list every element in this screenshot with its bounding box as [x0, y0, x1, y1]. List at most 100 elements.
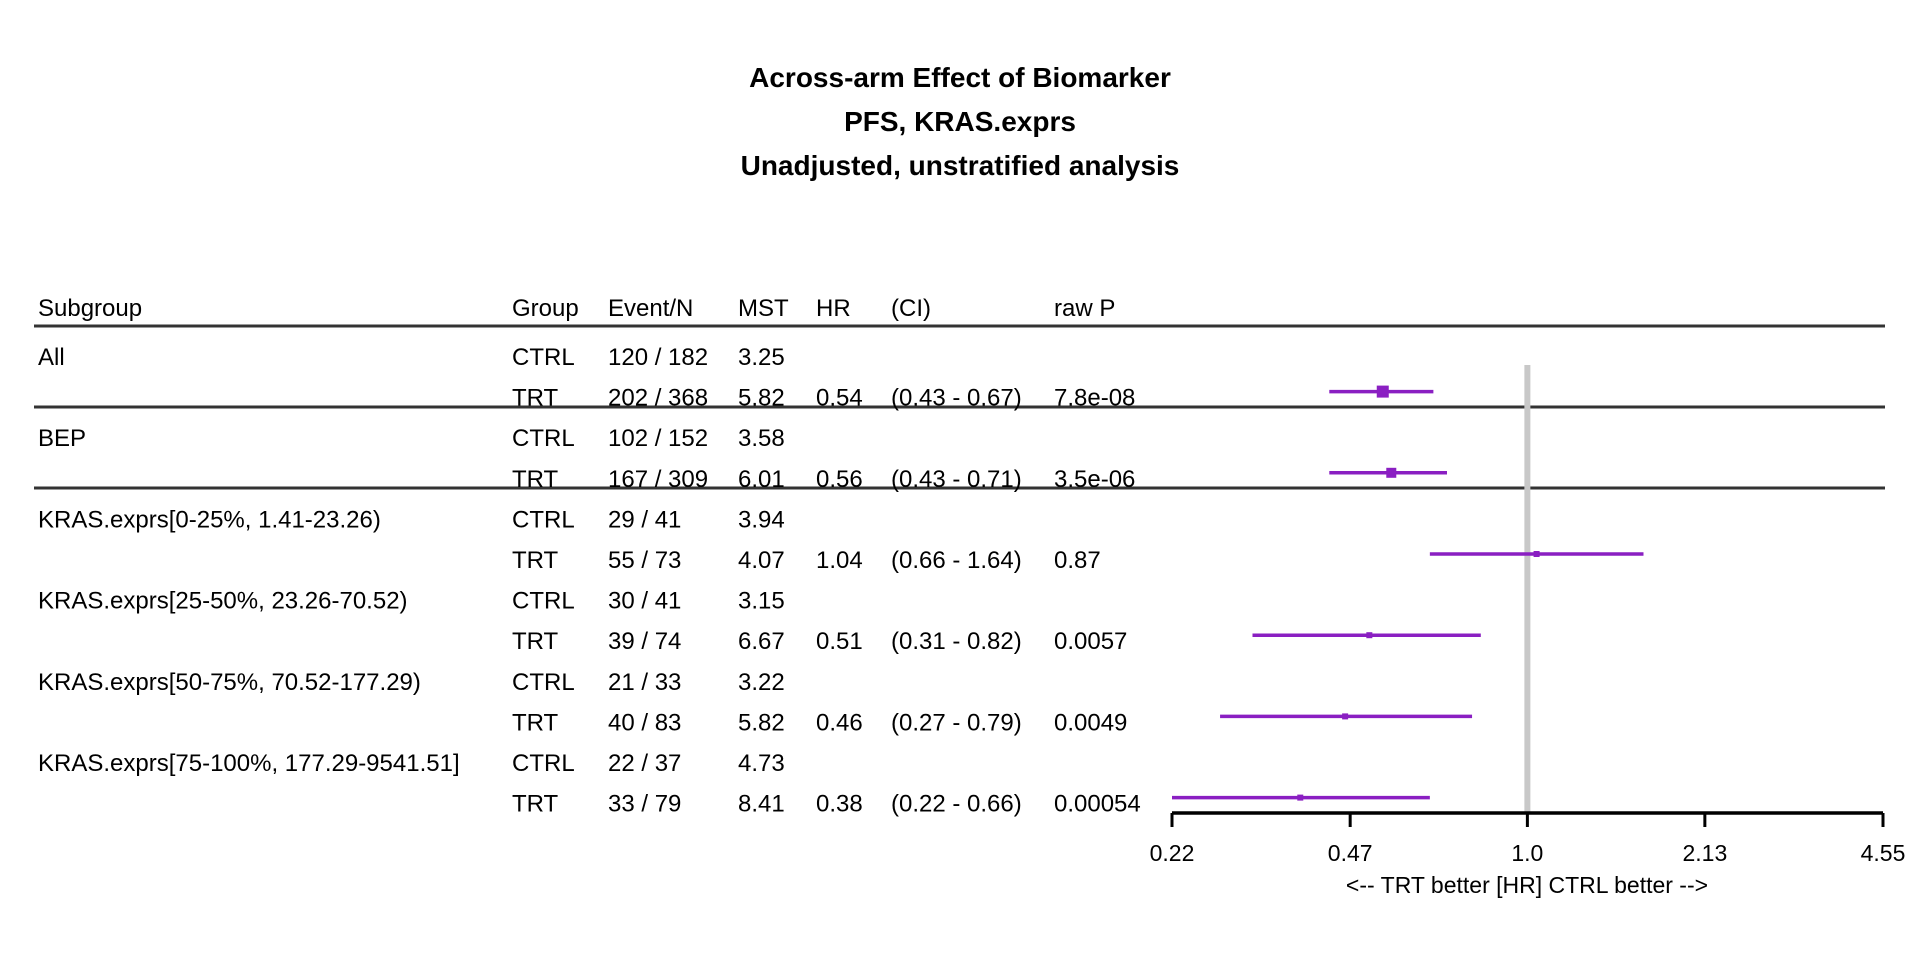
cell-event-n-col: 21 / 33	[608, 669, 681, 696]
cell-mst-col: 5.82	[738, 709, 785, 736]
cell-group-col: TRT	[512, 791, 559, 818]
table-row: TRT 55 / 73 4.07 1.04 (0.66 - 1.64) 0.87	[512, 547, 1101, 574]
cell-group-col: CTRL	[512, 588, 575, 615]
x-axis: 0.22 0.47 1.0 2.13 4.55 <-- TRT better [HR] C…	[1150, 811, 1906, 898]
cell-subgroup-col: KRAS.exprs[0-25%, 1.41-23.26)	[38, 506, 381, 533]
cell-mst-col: 6.67	[738, 628, 785, 655]
cell-mst-col: 3.25	[738, 344, 785, 371]
hr-point	[1386, 467, 1397, 478]
cell-subgroup-col: KRAS.exprs[50-75%, 70.52-177.29)	[38, 669, 421, 696]
table-row: KRAS.exprs[75-100%, 177.29-9541.51] CTRL 2…	[38, 750, 785, 777]
header-group-col: Group	[512, 295, 579, 322]
cell-ci-col: (0.27 - 0.79)	[891, 709, 1022, 736]
cell-event-n-col: 22 / 37	[608, 750, 681, 777]
x-axis-label: <-- TRT better [HR] CTRL better -->	[1346, 872, 1708, 898]
cell-ci-col: (0.66 - 1.64)	[891, 547, 1022, 574]
cell-mst-col: 4.73	[738, 750, 785, 777]
cell-event-n-col: 29 / 41	[608, 506, 681, 533]
estimate-mark	[1172, 794, 1430, 801]
hr-point	[1376, 385, 1389, 398]
cell-group-col: CTRL	[512, 750, 575, 777]
cell-group-col: TRT	[512, 709, 559, 736]
cell-subgroup-col: All	[38, 344, 65, 371]
cell-subgroup-col: KRAS.exprs[75-100%, 177.29-9541.51]	[38, 750, 460, 777]
cell-group-col: CTRL	[512, 669, 575, 696]
title-line-1: Across-arm Effect of Biomarker	[749, 62, 1171, 93]
table-row: KRAS.exprs[25-50%, 23.26-70.52) CTRL 30 / …	[38, 588, 785, 615]
table-header: Subgroup Group Event/N MST HR (CI) raw P	[38, 295, 1115, 322]
title-line-3: Unadjusted, unstratified analysis	[741, 150, 1180, 181]
cell-event-n-col: 120 / 182	[608, 344, 708, 371]
cell-group-col: CTRL	[512, 344, 575, 371]
cell-event-n-col: 40 / 83	[608, 709, 681, 736]
table-rules	[34, 324, 1885, 490]
cell-group-col: TRT	[512, 466, 559, 493]
cell-mst-col: 6.01	[738, 466, 785, 493]
cell-event-n-col: 167 / 309	[608, 466, 708, 493]
table-row: BEP CTRL 102 / 152 3.58	[38, 425, 785, 452]
cell-event-n-col: 33 / 79	[608, 791, 681, 818]
x-tick-label: 0.47	[1328, 840, 1373, 866]
estimate-mark	[1220, 713, 1473, 720]
hr-point	[1366, 632, 1373, 639]
table-rows: All CTRL 120 / 182 3.25 TRT 202 / 368 5.82 0.54…	[38, 344, 1141, 818]
cell-raw-p-col: 0.0057	[1054, 628, 1127, 655]
cell-group-col: CTRL	[512, 425, 575, 452]
cell-ci-col: (0.22 - 0.66)	[891, 791, 1022, 818]
table-row: TRT 33 / 79 8.41 0.38 (0.22 - 0.66) 0.00054	[512, 791, 1141, 818]
hr-point	[1342, 713, 1349, 720]
estimate-mark	[1252, 632, 1481, 639]
x-tick-label: 2.13	[1682, 840, 1727, 866]
table-row: TRT 39 / 74 6.67 0.51 (0.31 - 0.82) 0.0057	[512, 628, 1127, 655]
table-row: TRT 202 / 368 5.82 0.54 (0.43 - 0.67) 7.8e-08	[512, 385, 1135, 412]
hr-point	[1533, 551, 1540, 557]
header-ci-col: (CI)	[891, 295, 931, 322]
cell-ci-col: (0.43 - 0.71)	[891, 466, 1022, 493]
cell-subgroup-col: KRAS.exprs[25-50%, 23.26-70.52)	[38, 588, 408, 615]
cell-event-n-col: 55 / 73	[608, 547, 681, 574]
table-row: TRT 40 / 83 5.82 0.46 (0.27 - 0.79) 0.0049	[512, 709, 1127, 736]
cell-raw-p-col: 0.87	[1054, 547, 1101, 574]
chart-title: Across-arm Effect of Biomarker PFS, KRAS…	[741, 62, 1180, 181]
cell-group-col: TRT	[512, 385, 559, 412]
header-mst-col: MST	[738, 295, 789, 322]
table-row: KRAS.exprs[0-25%, 1.41-23.26) CTRL 29 / 41…	[38, 506, 785, 533]
cell-subgroup-col: BEP	[38, 425, 86, 452]
x-tick-label: 1.0	[1511, 840, 1543, 866]
cell-raw-p-col: 3.5e-06	[1054, 466, 1135, 493]
cell-mst-col: 3.15	[738, 588, 785, 615]
header-raw-p-col: raw P	[1054, 295, 1115, 322]
header-event-n-col: Event/N	[608, 295, 693, 322]
cell-raw-p-col: 0.0049	[1054, 709, 1127, 736]
cell-ci-col: (0.43 - 0.67)	[891, 385, 1022, 412]
cell-event-n-col: 39 / 74	[608, 628, 681, 655]
x-tick-label: 4.55	[1861, 840, 1906, 866]
x-tick-label: 0.22	[1150, 840, 1195, 866]
estimate-mark	[1429, 551, 1644, 557]
cell-event-n-col: 30 / 41	[608, 588, 681, 615]
cell-mst-col: 4.07	[738, 547, 785, 574]
cell-event-n-col: 202 / 368	[608, 385, 708, 412]
table-row: KRAS.exprs[50-75%, 70.52-177.29) CTRL 21 /…	[38, 669, 785, 696]
cell-raw-p-col: 7.8e-08	[1054, 385, 1135, 412]
cell-hr-col: 0.54	[816, 385, 863, 412]
title-line-2: PFS, KRAS.exprs	[844, 106, 1076, 137]
cell-raw-p-col: 0.00054	[1054, 791, 1141, 818]
header-subgroup-col: Subgroup	[38, 295, 142, 322]
cell-group-col: TRT	[512, 628, 559, 655]
table-row: All CTRL 120 / 182 3.25	[38, 344, 785, 371]
cell-mst-col: 5.82	[738, 385, 785, 412]
cell-hr-col: 0.51	[816, 628, 863, 655]
cell-hr-col: 0.46	[816, 709, 863, 736]
header-hr-col: HR	[816, 295, 851, 322]
cell-group-col: TRT	[512, 547, 559, 574]
cell-hr-col: 0.38	[816, 791, 863, 818]
cell-event-n-col: 102 / 152	[608, 425, 708, 452]
estimate-panel	[1172, 365, 1644, 813]
cell-mst-col: 8.41	[738, 791, 785, 818]
cell-mst-col: 3.94	[738, 506, 785, 533]
cell-mst-col: 3.58	[738, 425, 785, 452]
cell-hr-col: 1.04	[816, 547, 863, 574]
estimate-mark	[1329, 385, 1434, 398]
table-row: TRT 167 / 309 6.01 0.56 (0.43 - 0.71) 3.5e-06	[512, 466, 1135, 493]
